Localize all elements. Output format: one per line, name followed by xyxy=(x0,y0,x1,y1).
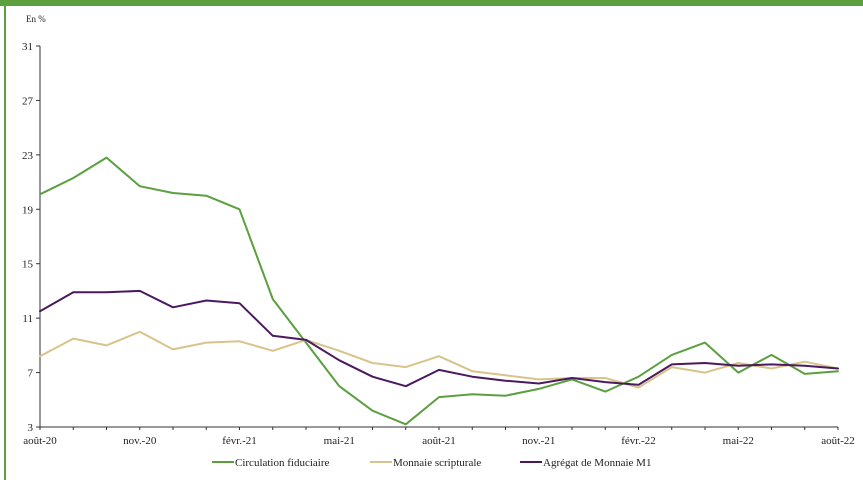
series-line-1 xyxy=(39,156,839,426)
legend-label: Circulation fiduciaire xyxy=(235,457,329,469)
legend-label: Monnaie scripturale xyxy=(393,457,481,469)
y-tick-label: 27 xyxy=(22,95,34,107)
chart-series xyxy=(39,156,839,426)
y-tick-label: 3 xyxy=(28,422,34,434)
x-tick-label: mai-22 xyxy=(723,435,754,447)
x-tick-label: févr.-22 xyxy=(621,435,656,447)
x-tick-label: nov.-20 xyxy=(123,435,157,447)
y-tick-label: 23 xyxy=(22,150,34,162)
x-tick-label: août-21 xyxy=(422,435,456,447)
legend-label: Agrégat de Monnaie M1 xyxy=(543,457,651,469)
chart-axes: 3 7 11 15 19 23 27 31 août-20 nov.-20 févr.-21 mai-… xyxy=(22,41,855,447)
x-tick-label: mai-21 xyxy=(324,435,355,447)
x-tick-label: août-22 xyxy=(821,435,855,447)
header-accent-bar xyxy=(0,0,863,6)
x-tick-label: août-20 xyxy=(23,435,57,447)
series-line-3 xyxy=(39,289,839,388)
y-tick-label: 31 xyxy=(22,41,33,53)
y-tick-label: 19 xyxy=(22,204,34,216)
y-tick-label: 11 xyxy=(22,313,33,325)
x-tick-label: févr.-21 xyxy=(222,435,257,447)
x-tick-label: nov.-21 xyxy=(522,435,555,447)
y-tick-label: 15 xyxy=(22,259,34,271)
left-accent-bar xyxy=(4,6,6,480)
series-line-2 xyxy=(39,330,839,389)
chart-legend: Circulation fiduciaire Monnaie scriptural… xyxy=(212,457,651,469)
y-axis-unit-label: En % xyxy=(26,14,46,24)
y-tick-label: 7 xyxy=(28,368,34,380)
